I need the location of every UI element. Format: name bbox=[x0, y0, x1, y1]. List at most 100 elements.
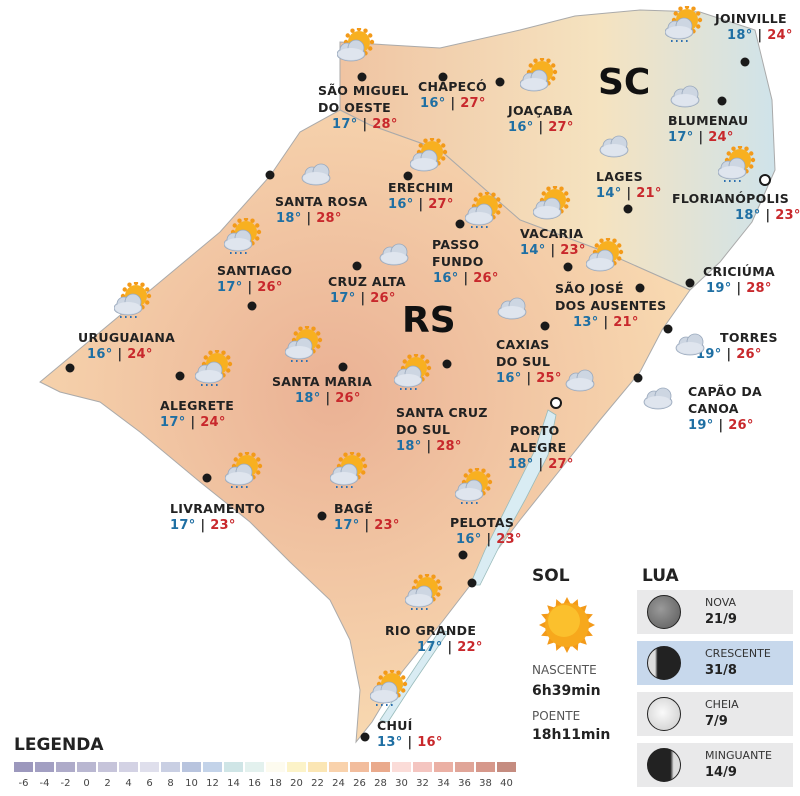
city-marker bbox=[65, 363, 75, 373]
temp-separator: | bbox=[355, 291, 371, 306]
city-temperatures: 16° | 26° bbox=[433, 270, 499, 287]
sun-cloud-rain-icon bbox=[404, 572, 449, 611]
legend-swatch bbox=[497, 762, 516, 772]
temp-max: 26° bbox=[473, 271, 499, 286]
sunset-time: 18h11min bbox=[532, 727, 611, 743]
city-name-line: ALEGRETE bbox=[160, 398, 235, 413]
sun-cloud-icon bbox=[409, 136, 454, 174]
city-name-line: CRUZ ALTA bbox=[328, 274, 406, 289]
temp-separator: | bbox=[242, 280, 258, 295]
cloud-icon bbox=[372, 236, 416, 272]
sun-cloud-rain-icon bbox=[369, 668, 414, 707]
legend-swatch bbox=[161, 762, 180, 772]
sun-cloud-rain-icon bbox=[194, 348, 239, 387]
moon-phase-date: 7/9 bbox=[705, 714, 728, 729]
city-temperatures: 18° | 28° bbox=[396, 438, 488, 455]
legend-swatch bbox=[14, 762, 33, 772]
legend-tick: 4 bbox=[125, 778, 132, 789]
city-name: PELOTAS 16° | 23° bbox=[450, 514, 522, 548]
sun-cloud-icon bbox=[336, 26, 381, 64]
city-name: CHAPECÓ 16° | 27° bbox=[418, 78, 487, 112]
city-temperatures: 16° | 24° bbox=[87, 346, 175, 363]
sun-icon bbox=[539, 597, 595, 653]
temp-max: 23° bbox=[374, 518, 400, 533]
temp-separator: | bbox=[752, 28, 768, 43]
city-temperatures: 16° | 27° bbox=[508, 119, 574, 136]
legend-swatch bbox=[434, 762, 453, 772]
temp-max: 23° bbox=[775, 208, 800, 223]
temp-separator: | bbox=[359, 518, 375, 533]
city-temperatures: 18° | 26° bbox=[295, 390, 372, 407]
temp-separator: | bbox=[760, 208, 776, 223]
legend-title: LEGENDA bbox=[14, 735, 104, 755]
city-name: LAGES 14° | 21° bbox=[596, 168, 662, 202]
legend-swatch bbox=[455, 762, 474, 772]
city-name: FLORIANÓPOLIS 18° | 23° bbox=[672, 190, 800, 224]
temp-min: 18° bbox=[508, 457, 534, 472]
legend-tick: 2 bbox=[104, 778, 111, 789]
temp-max: 26° bbox=[728, 418, 754, 433]
city-marker bbox=[663, 324, 673, 334]
city-name: RIO GRANDE 17° | 22° bbox=[385, 622, 483, 656]
city-name-line: URUGUAIANA bbox=[78, 330, 176, 345]
temp-separator: | bbox=[112, 347, 128, 362]
city-name: JOINVILLE 18° | 24° bbox=[715, 10, 793, 44]
temp-min: 17° bbox=[334, 518, 360, 533]
legend-tick: 8 bbox=[167, 778, 174, 789]
temp-separator: | bbox=[545, 243, 561, 258]
city-marker bbox=[623, 204, 633, 214]
city-name-line: PELOTAS bbox=[450, 515, 515, 530]
temp-separator: | bbox=[533, 120, 549, 135]
temp-max: 28° bbox=[316, 211, 342, 226]
cloud-icon bbox=[636, 380, 680, 416]
legend-tick: 34 bbox=[437, 778, 450, 789]
sun-cloud-icon bbox=[519, 56, 564, 94]
city-name-line: SANTA MARIA bbox=[272, 374, 373, 389]
legend-tick: 20 bbox=[290, 778, 303, 789]
moon-phase-nova: NOVA 21/9 bbox=[637, 590, 793, 634]
legend-tick: 0 bbox=[83, 778, 90, 789]
city-marker bbox=[495, 77, 505, 87]
city-name-line: LIVRAMENTO bbox=[170, 501, 266, 516]
temp-min: 17° bbox=[332, 117, 358, 132]
sun-cloud-icon bbox=[532, 184, 577, 222]
sun-title: SOL bbox=[532, 566, 570, 586]
temp-min: 16° bbox=[87, 347, 113, 362]
legend-tick: 16 bbox=[248, 778, 261, 789]
temp-separator: | bbox=[301, 211, 317, 226]
sunset-label: POENTE bbox=[532, 709, 581, 723]
temp-min: 17° bbox=[160, 415, 186, 430]
legend-ticks: -6 -4 -2 0 2 4 6 8 10 12 14 16 18 20 22 24 26 28 30 32 34 36 3… bbox=[14, 778, 516, 789]
city-name: SANTIAGO 17° | 26° bbox=[217, 262, 292, 296]
city-name-line: FUNDO bbox=[432, 254, 484, 269]
city-name-line: RIO GRANDE bbox=[385, 623, 477, 638]
city-marker bbox=[360, 732, 370, 742]
city-name-line: BLUMENAU bbox=[668, 113, 749, 128]
legend-swatch bbox=[203, 762, 222, 772]
temp-separator: | bbox=[357, 117, 373, 132]
city-name: SANTA MARIA 18° | 26° bbox=[272, 373, 372, 407]
temp-max: 23° bbox=[210, 518, 236, 533]
temp-max: 24° bbox=[200, 415, 226, 430]
legend-tick: 30 bbox=[395, 778, 408, 789]
legend-tick: 14 bbox=[227, 778, 240, 789]
temp-separator: | bbox=[713, 418, 729, 433]
city-temperatures: 17° | 24° bbox=[668, 129, 748, 146]
city-name-line: DOS AUSENTES bbox=[555, 298, 667, 313]
city-name: TORRES 19° | 26° bbox=[696, 329, 778, 363]
city-temperatures: 17° | 22° bbox=[417, 639, 483, 656]
city-temperatures: 16° | 25° bbox=[496, 370, 562, 387]
city-marker bbox=[759, 174, 771, 186]
legend-swatch bbox=[77, 762, 96, 772]
city-temperatures: 16° | 27° bbox=[388, 196, 454, 213]
legend-tick: 24 bbox=[332, 778, 345, 789]
city-temperatures: 18° | 28° bbox=[276, 210, 368, 227]
city-temperatures: 18° | 24° bbox=[727, 27, 793, 44]
legend-swatch bbox=[329, 762, 348, 772]
temp-max: 24° bbox=[767, 28, 793, 43]
city-temperatures: 17° | 26° bbox=[217, 279, 292, 296]
city-marker bbox=[458, 550, 468, 560]
city-name: PORTO ALEGRE 18° | 27° bbox=[508, 422, 574, 473]
legend-swatch bbox=[392, 762, 411, 772]
temp-separator: | bbox=[458, 271, 474, 286]
